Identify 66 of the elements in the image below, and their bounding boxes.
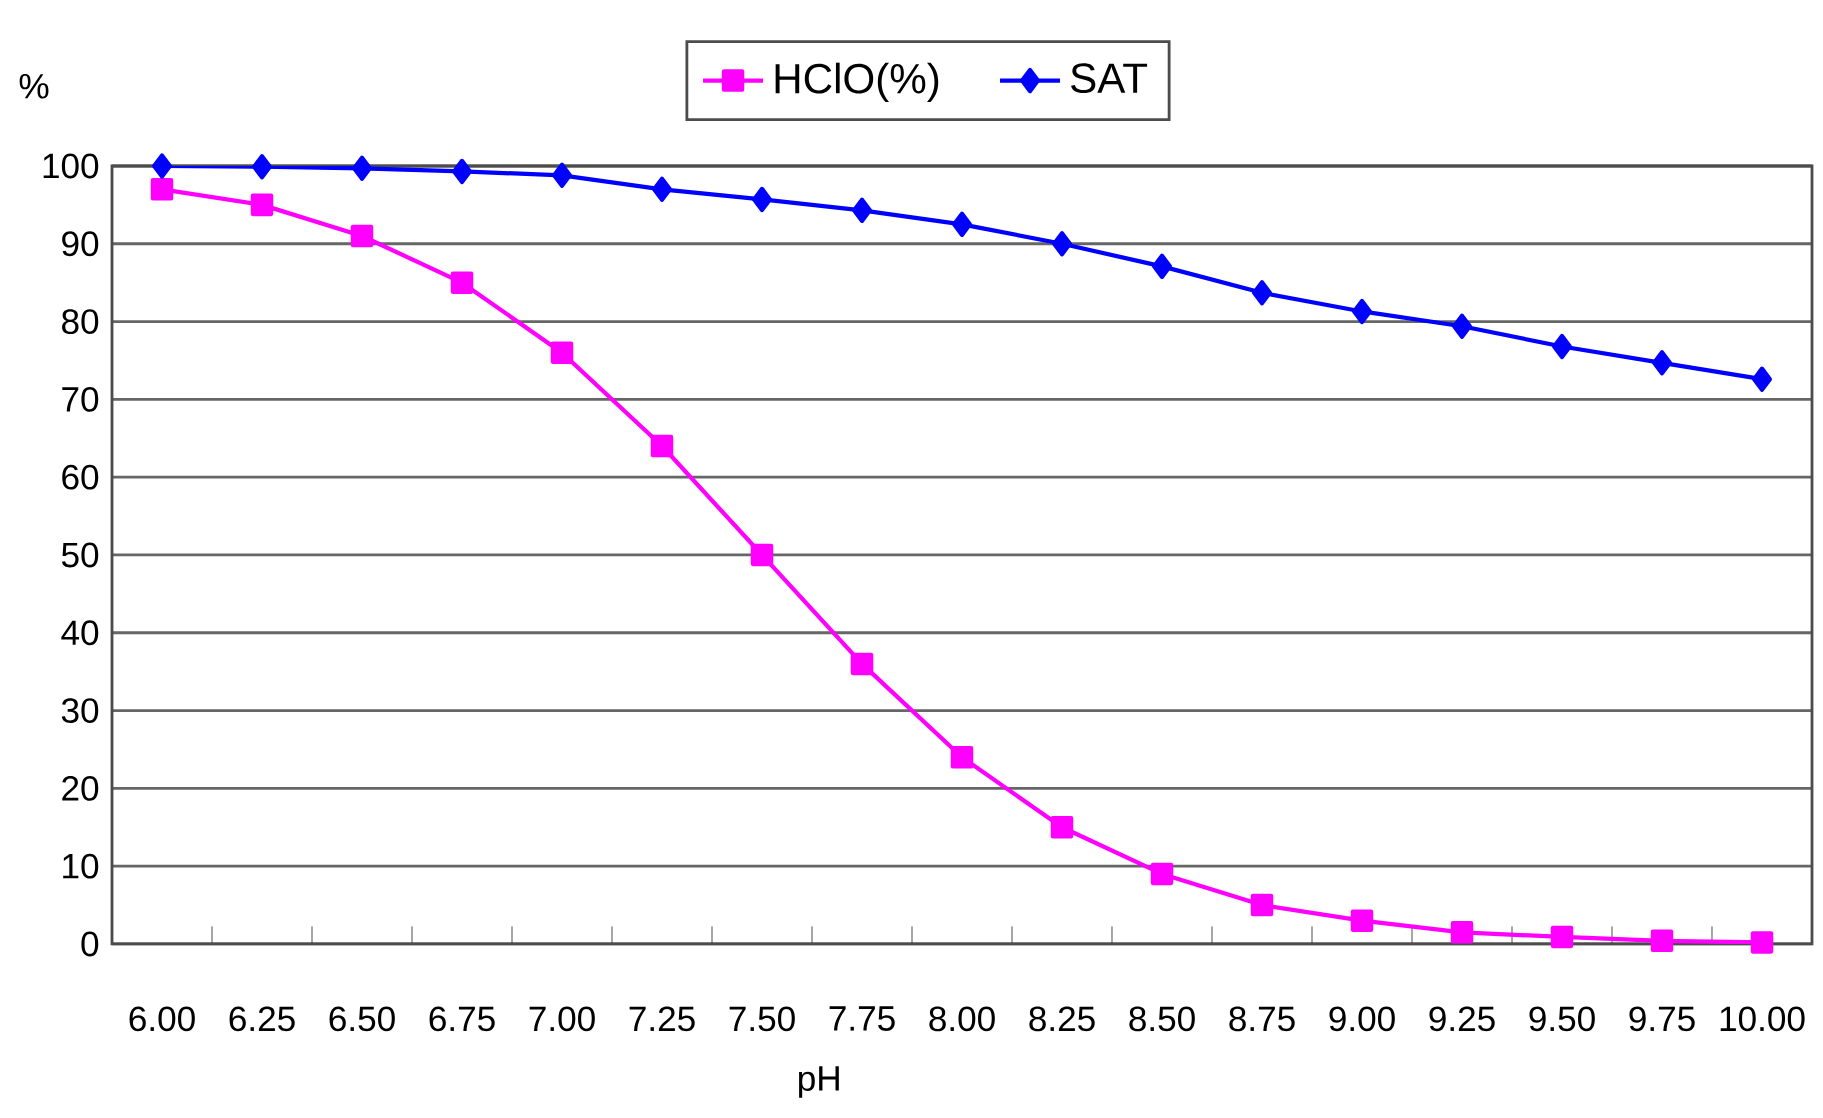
x-tick-label: 9.50: [1529, 1006, 1595, 1032]
point: [1250, 893, 1274, 917]
point: [1350, 909, 1374, 932]
point: [1050, 816, 1074, 839]
x-tick-label: 7.50: [729, 1006, 795, 1032]
point: [151, 153, 173, 179]
point: [750, 543, 774, 567]
legend-label: HClO(%): [775, 62, 939, 102]
x-tick-label: 9.75: [1629, 1006, 1695, 1032]
point: [251, 154, 273, 180]
x-tick-label: 9.25: [1429, 1006, 1495, 1032]
y-tick-label: 60: [62, 464, 99, 490]
x-tick-label: 8.50: [1129, 1006, 1195, 1032]
y-tick-label: 80: [62, 309, 99, 335]
point: [1150, 862, 1174, 886]
x-tick-label: 10.00: [1720, 1006, 1805, 1032]
point: [1651, 350, 1673, 376]
x-tick-label: 7.75: [829, 1006, 895, 1031]
x-tick-label: 6.25: [229, 1006, 295, 1032]
point: [951, 211, 973, 237]
point: [1251, 280, 1273, 306]
point: [650, 434, 674, 458]
y-tick-label: 20: [62, 775, 99, 801]
legend-label: SAT: [1071, 63, 1148, 94]
point: [1650, 929, 1674, 953]
point: [250, 193, 274, 217]
y-tick-label: 10: [63, 853, 99, 879]
x-tick-label: 8.00: [929, 1006, 995, 1032]
point: [1750, 931, 1774, 954]
point: [450, 271, 474, 294]
point: [350, 224, 374, 248]
point: [1151, 253, 1173, 280]
x-tick-label: 9.00: [1329, 1006, 1395, 1032]
point: [850, 652, 874, 676]
point: [1351, 298, 1373, 325]
y-tick-label: 90: [62, 231, 99, 257]
y-tick-label: 70: [62, 386, 99, 412]
point: [950, 746, 974, 769]
y-tick-label: 50: [61, 542, 99, 568]
y-axis-title: %: [19, 73, 49, 99]
point: [150, 178, 174, 201]
point: [1451, 313, 1473, 339]
x-tick-label: 7.25: [629, 1006, 695, 1032]
point: [1051, 231, 1073, 257]
x-tick-label: 6.00: [129, 1006, 195, 1032]
x-tick-label: 6.50: [329, 1006, 395, 1032]
y-tick-label: 40: [61, 620, 99, 646]
point: [651, 176, 673, 202]
point: [551, 162, 573, 188]
point: [1550, 925, 1574, 949]
point: [1450, 921, 1474, 944]
x-axis-title: pH: [799, 1066, 839, 1098]
x-tick-label: 8.25: [1029, 1006, 1095, 1032]
point: [550, 341, 574, 364]
x-tick-label: 8.75: [1229, 1006, 1295, 1032]
y-tick-label: 100: [43, 153, 99, 179]
x-tick-label: 7.00: [529, 1006, 595, 1032]
point: [851, 197, 873, 223]
x-tick-label: 6.75: [429, 1006, 495, 1032]
point: [1551, 333, 1573, 360]
point: [351, 155, 373, 181]
point: [451, 158, 473, 185]
y-tick-label: 30: [61, 698, 99, 724]
point: [751, 186, 773, 213]
point: [1751, 366, 1773, 392]
y-tick-label: 0: [81, 931, 99, 957]
